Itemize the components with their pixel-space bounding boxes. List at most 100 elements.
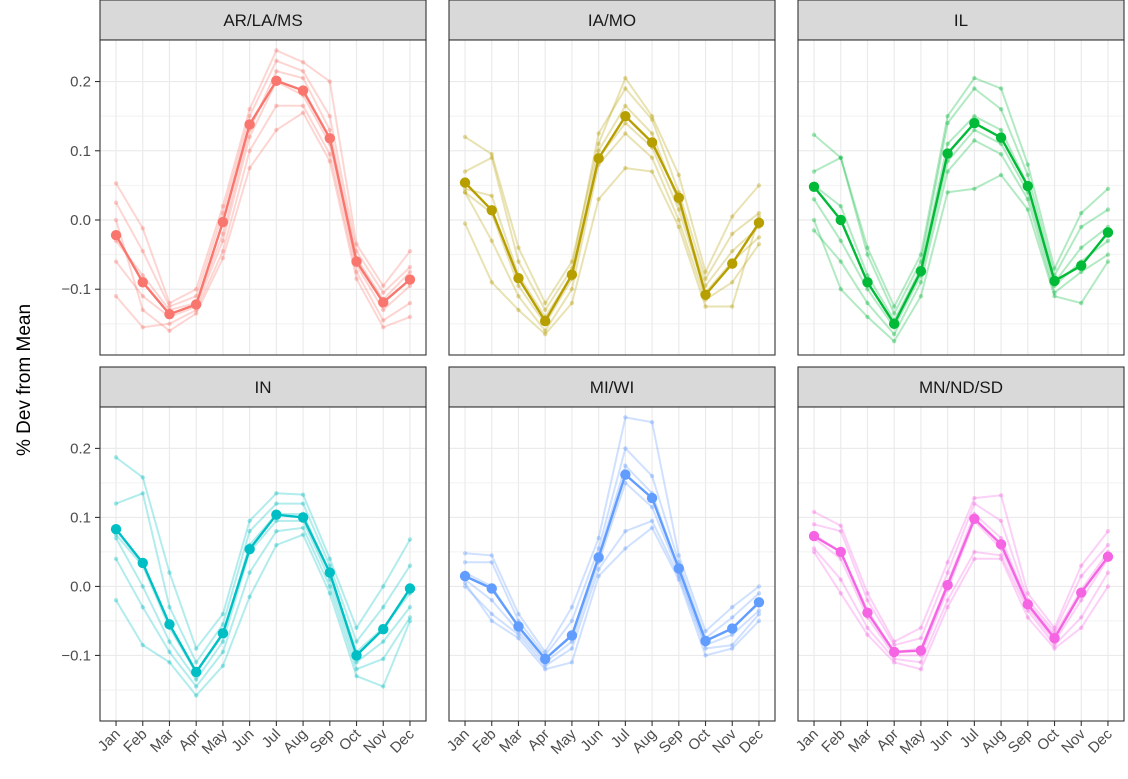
year-series-line xyxy=(813,519,1109,657)
panel-border xyxy=(448,39,776,356)
y-tick-label: 0.1 xyxy=(70,509,91,526)
facet-label: IA/MO xyxy=(588,11,636,30)
mean-point xyxy=(137,557,148,569)
year-point xyxy=(918,252,924,257)
year-point xyxy=(300,501,306,506)
mean-point xyxy=(727,258,738,269)
year-point xyxy=(972,556,977,562)
x-tick-label: Feb xyxy=(818,726,848,756)
year-point xyxy=(945,598,950,603)
mean-point xyxy=(1076,260,1087,271)
year-point xyxy=(945,190,950,195)
mean-point xyxy=(942,148,953,159)
year-point xyxy=(730,231,735,237)
year-point xyxy=(703,304,708,309)
year-point xyxy=(274,529,279,534)
year-series-line xyxy=(813,139,1109,336)
year-point xyxy=(569,618,575,624)
year-point xyxy=(462,190,468,195)
mean-point xyxy=(753,597,765,608)
mean-series-line xyxy=(813,516,1109,654)
panel-background xyxy=(798,40,1124,355)
year-series-line xyxy=(813,173,1109,343)
year-point xyxy=(811,228,817,233)
year-point xyxy=(972,495,977,501)
facet-strip xyxy=(448,0,776,41)
facet-label: IN xyxy=(255,378,272,397)
year-point xyxy=(1105,542,1111,548)
year-point xyxy=(623,120,628,126)
mean-point xyxy=(862,607,873,618)
x-tick-label: May xyxy=(897,725,929,757)
year-point xyxy=(649,113,655,119)
year-point xyxy=(140,273,145,278)
facet-panel: IA/MO xyxy=(448,0,776,356)
year-point xyxy=(865,273,870,278)
year-point xyxy=(811,549,817,555)
year-point xyxy=(1105,252,1111,257)
year-point xyxy=(407,314,413,320)
mean-series-line xyxy=(114,79,411,316)
year-point xyxy=(274,127,279,133)
year-point xyxy=(756,242,762,247)
x-tick-label: Mar xyxy=(845,726,875,756)
year-point xyxy=(381,584,386,589)
x-tick-label: Mar xyxy=(147,726,177,756)
y-tick-label: 0.1 xyxy=(70,143,91,160)
year-point xyxy=(462,186,468,192)
mean-point xyxy=(1049,275,1060,287)
year-point xyxy=(703,653,708,658)
year-point xyxy=(381,684,386,689)
x-tick-label: Jul xyxy=(608,726,634,752)
year-point xyxy=(462,190,468,195)
year-point xyxy=(811,522,817,527)
year-point xyxy=(140,475,145,480)
x-tick-label: Sep xyxy=(656,726,687,757)
year-point xyxy=(354,625,359,631)
year-point xyxy=(1025,615,1031,620)
mean-point xyxy=(673,563,685,574)
year-point xyxy=(998,141,1004,147)
year-point xyxy=(998,152,1004,157)
x-tick-label: Aug xyxy=(280,726,311,757)
year-point xyxy=(918,667,924,672)
year-point xyxy=(354,242,359,247)
mean-point xyxy=(888,646,900,658)
year-point xyxy=(1079,224,1084,230)
year-point xyxy=(756,183,762,188)
year-point xyxy=(891,311,897,316)
year-series-line xyxy=(115,111,411,333)
year-point xyxy=(300,532,306,537)
year-point xyxy=(542,667,548,672)
year-point xyxy=(1052,642,1057,648)
year-series-line xyxy=(813,551,1109,671)
mean-point xyxy=(646,492,658,504)
year-point xyxy=(167,660,172,665)
year-point xyxy=(407,537,413,542)
year-point xyxy=(489,152,494,157)
year-point xyxy=(274,103,279,108)
year-point xyxy=(596,535,601,541)
mean-point xyxy=(1049,632,1060,644)
year-point xyxy=(354,660,359,665)
year-point xyxy=(462,551,468,556)
facet-strip xyxy=(797,0,1125,41)
year-point xyxy=(676,553,682,558)
mean-point xyxy=(1102,227,1114,238)
year-point xyxy=(327,127,333,133)
year-point xyxy=(945,141,950,147)
mean-point xyxy=(217,628,229,639)
year-point xyxy=(542,307,548,313)
year-point xyxy=(462,584,468,589)
year-series-line xyxy=(464,416,760,654)
year-point xyxy=(462,169,468,174)
year-point xyxy=(113,200,119,205)
mean-point xyxy=(271,75,282,87)
year-point xyxy=(407,248,413,254)
year-point xyxy=(489,193,494,198)
year-point xyxy=(998,535,1004,541)
year-point xyxy=(193,693,199,698)
year-point xyxy=(407,300,413,306)
year-point xyxy=(462,580,468,586)
